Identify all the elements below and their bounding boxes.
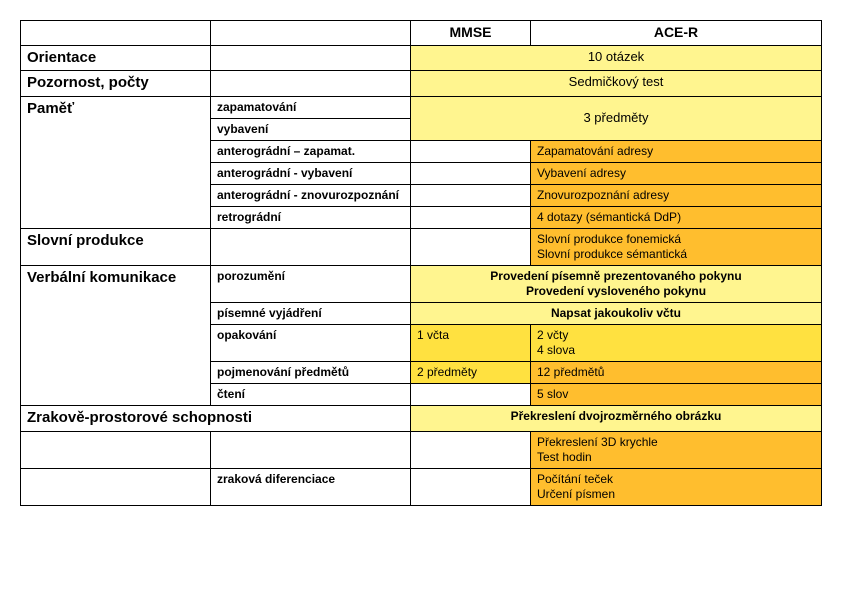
acer-antero-zapamat: Zapamatování adresy: [531, 141, 822, 163]
row-zrak-1: Zrakově-prostorové schopnosti Překreslen…: [21, 406, 822, 432]
acer-opakovani-l2: 4 slova: [537, 343, 575, 357]
row-zrak-2: Překreslení 3D krychle Test hodin: [21, 431, 822, 468]
mmse-blank: [411, 185, 531, 207]
label-pamet: Paměť: [21, 97, 211, 229]
sub-porozumeni: porozumění: [211, 266, 411, 303]
row-verb-porozumeni: Verbální komunikace porozumění Provedení…: [21, 266, 822, 303]
header-blank-2: [211, 21, 411, 46]
sub-antero-zapamat: anterográdní – zapamat.: [211, 141, 411, 163]
row-slovni-produkce: Slovní produkce Slovní produkce fonemick…: [21, 229, 822, 266]
blank-cell: [211, 431, 411, 468]
mmse-blank: [411, 163, 531, 185]
verb-porozumeni-merged: Provedení písemně prezentovaného pokynu …: [411, 266, 822, 303]
comparison-table: MMSE ACE-R Orientace 10 otázek Pozornost…: [20, 20, 822, 506]
blank-cell: [211, 229, 411, 266]
verb-pisemne-merged: Napsat jakoukoliv včtu: [411, 303, 822, 325]
blank-cell: [211, 71, 411, 97]
mmse-blank: [411, 207, 531, 229]
mmse-blank: [411, 229, 531, 266]
porozumeni-l1: Provedení písemně prezentovaného pokynu: [490, 269, 741, 283]
acer-retrogradni: 4 dotazy (sémantická DdP): [531, 207, 822, 229]
pozornost-merged: Sedmičkový test: [411, 71, 822, 97]
acer-diferenciace: Počítání teček Určení písmen: [531, 468, 822, 505]
pamet-3predmety: 3 předměty: [411, 97, 822, 141]
header-blank-1: [21, 21, 211, 46]
acer-zrak-2: Překreslení 3D krychle Test hodin: [531, 431, 822, 468]
sub-opakovani: opakování: [211, 325, 411, 362]
sub-vybaveni: vybavení: [211, 119, 411, 141]
mmse-opakovani: 1 včta: [411, 325, 531, 362]
row-orientace: Orientace 10 otázek: [21, 45, 822, 71]
acer-cteni: 5 slov: [531, 384, 822, 406]
sub-cteni: čtení: [211, 384, 411, 406]
label-orientace: Orientace: [21, 45, 211, 71]
porozumeni-l2: Provedení vysloveného pokynu: [526, 284, 706, 298]
sub-antero-znovu: anterográdní - znovurozpoznání: [211, 185, 411, 207]
label-zrak: Zrakově-prostorové schopnosti: [21, 406, 411, 432]
mmse-blank: [411, 141, 531, 163]
table-header-row: MMSE ACE-R: [21, 21, 822, 46]
row-zrak-diferenciace: zraková diferenciace Počítání teček Urče…: [21, 468, 822, 505]
mmse-blank: [411, 431, 531, 468]
acer-antero-znovu: Znovurozpoznání adresy: [531, 185, 822, 207]
label-pozornost: Pozornost, počty: [21, 71, 211, 97]
label-slovni-produkce: Slovní produkce: [21, 229, 211, 266]
row-pozornost: Pozornost, počty Sedmičkový test: [21, 71, 822, 97]
header-mmse: MMSE: [411, 21, 531, 46]
sub-retrogradni: retrográdní: [211, 207, 411, 229]
row-pamet-zapamatovani: Paměť zapamatování 3 předměty: [21, 97, 822, 119]
label-verbalni: Verbální komunikace: [21, 266, 211, 406]
zrak-merged: Překreslení dvojrozměrného obrázku: [411, 406, 822, 432]
header-acer: ACE-R: [531, 21, 822, 46]
blank-cell: [21, 468, 211, 505]
acer-opakovani: 2 včty 4 slova: [531, 325, 822, 362]
blank-cell: [211, 45, 411, 71]
mmse-pojmenovani: 2 předměty: [411, 362, 531, 384]
acer-slovni-produkce: Slovní produkce fonemická Slovní produkc…: [531, 229, 822, 266]
mmse-blank: [411, 468, 531, 505]
sub-antero-vybaveni: anterográdní - vybavení: [211, 163, 411, 185]
sub-zapamatovani: zapamatování: [211, 97, 411, 119]
difer-l2: Určení písmen: [537, 487, 615, 501]
acer-antero-vybaveni: Vybavení adresy: [531, 163, 822, 185]
acer-pojmenovani: 12 předmětů: [531, 362, 822, 384]
acer-sp-l1: Slovní produkce fonemická: [537, 232, 681, 246]
mmse-blank: [411, 384, 531, 406]
zrak2-l2: Test hodin: [537, 450, 592, 464]
sub-pisemne: písemné vyjádření: [211, 303, 411, 325]
sub-diferenciace: zraková diferenciace: [211, 468, 411, 505]
acer-opakovani-l1: 2 včty: [537, 328, 568, 342]
orientace-merged: 10 otázek: [411, 45, 822, 71]
acer-sp-l2: Slovní produkce sémantická: [537, 247, 687, 261]
blank-cell: [21, 431, 211, 468]
zrak2-l1: Překreslení 3D krychle: [537, 435, 658, 449]
difer-l1: Počítání teček: [537, 472, 613, 486]
sub-pojmenovani: pojmenování předmětů: [211, 362, 411, 384]
